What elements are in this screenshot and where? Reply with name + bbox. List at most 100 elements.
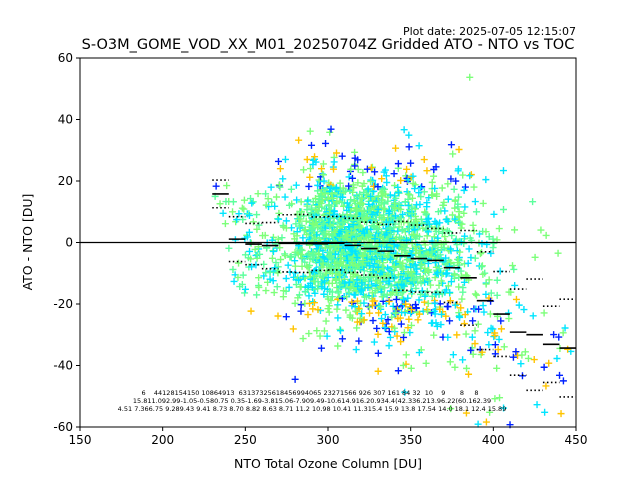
- scatter-point: [247, 195, 255, 203]
- scatter-point: [336, 259, 344, 267]
- scatter-point: [407, 159, 415, 167]
- scatter-point: [400, 126, 408, 134]
- scatter-point: [460, 209, 468, 217]
- scatter-point: [476, 250, 484, 258]
- scatter-point: [375, 309, 383, 317]
- scatter-point: [467, 171, 475, 179]
- scatter-point: [347, 228, 355, 236]
- scatter-point: [245, 228, 253, 236]
- scatter-point: [444, 195, 452, 203]
- scatter-point: [329, 230, 337, 238]
- scatter-point: [368, 301, 376, 309]
- scatter-point: [319, 272, 327, 280]
- scatter-point: [442, 254, 450, 262]
- scatter-point: [306, 165, 314, 173]
- scatter-point: [418, 183, 426, 191]
- y-tick-label: 40: [58, 113, 73, 127]
- scatter-point: [291, 375, 299, 383]
- scatter-point: [451, 301, 459, 309]
- scatter-point: [343, 199, 351, 207]
- scatter-point: [464, 259, 472, 267]
- scatter-point: [550, 331, 558, 339]
- scatter-point: [274, 269, 282, 277]
- scatter-point: [531, 253, 539, 261]
- scatter-point: [300, 166, 308, 174]
- scatter-point: [225, 244, 233, 252]
- scatter-point: [248, 263, 256, 271]
- scatter-point: [266, 275, 274, 283]
- scatter-point: [452, 177, 460, 185]
- scatter-point: [223, 182, 231, 190]
- scatter-point: [374, 330, 382, 338]
- scatter-point: [486, 310, 494, 318]
- scatter-point: [482, 290, 490, 298]
- scatter-point: [375, 264, 383, 272]
- scatter-point: [561, 324, 569, 332]
- scatter-point: [442, 238, 450, 246]
- scatter-point: [337, 327, 345, 335]
- scatter-point: [328, 288, 336, 296]
- scatter-point: [295, 222, 303, 230]
- scatter-point: [255, 274, 263, 282]
- scatter-point: [277, 256, 285, 264]
- scatter-point: [351, 148, 359, 156]
- scatter-point: [269, 247, 277, 255]
- scatter-point: [378, 255, 386, 263]
- scatter-point: [462, 330, 470, 338]
- scatter-point: [281, 252, 289, 260]
- scatter-point: [394, 367, 402, 375]
- scatter-point: [368, 255, 376, 263]
- scatter-point: [296, 283, 304, 291]
- scatter-point: [314, 222, 322, 230]
- scatter-point: [304, 250, 312, 258]
- scatter-point: [349, 273, 357, 281]
- scatter-point: [399, 210, 407, 218]
- scatter-point: [303, 262, 311, 270]
- scatter-point: [346, 245, 354, 253]
- scatter-point: [407, 321, 415, 329]
- scatter-point: [482, 280, 490, 288]
- scatter-point: [347, 165, 355, 173]
- scatter-point: [279, 293, 287, 301]
- scatter-point: [241, 289, 249, 297]
- scatter-point: [245, 211, 253, 219]
- scatter-point: [491, 341, 499, 349]
- scatter-point: [247, 255, 255, 263]
- x-tick-label: 200: [151, 433, 174, 447]
- scatter-point: [339, 268, 347, 276]
- scatter-point: [353, 205, 361, 213]
- scatter-point: [374, 349, 382, 357]
- scatter-point: [247, 307, 255, 315]
- scatter-point: [297, 301, 305, 309]
- scatter-point: [404, 202, 412, 210]
- scatter-point: [309, 252, 317, 260]
- scatter-point: [471, 327, 479, 335]
- scatter-point: [299, 335, 307, 343]
- scatter-point: [381, 311, 389, 319]
- scatter-point: [380, 185, 388, 193]
- scatter-point: [466, 234, 474, 242]
- scatter-point: [411, 212, 419, 220]
- scatter-point: [330, 158, 338, 166]
- scatter-point: [529, 312, 537, 320]
- scatter-point: [282, 274, 290, 282]
- scatter-point: [341, 279, 349, 287]
- scatter-point: [392, 144, 400, 152]
- scatter-point: [421, 292, 429, 300]
- scatter-point: [411, 225, 419, 233]
- scatter-point: [478, 249, 486, 257]
- scatter-point: [485, 276, 493, 284]
- scatter-point: [459, 171, 467, 179]
- scatter-point: [461, 203, 469, 211]
- scatter-point: [451, 363, 459, 371]
- scatter-point: [446, 317, 454, 325]
- scatter-point: [446, 288, 454, 296]
- scatter-point: [303, 156, 311, 164]
- scatter-point: [301, 288, 309, 296]
- scatter-point: [390, 324, 398, 332]
- scatter-point: [384, 197, 392, 205]
- scatter-point: [338, 335, 346, 343]
- scatter-point: [341, 187, 349, 195]
- scatter-point: [370, 260, 378, 268]
- scatter-point: [499, 167, 507, 175]
